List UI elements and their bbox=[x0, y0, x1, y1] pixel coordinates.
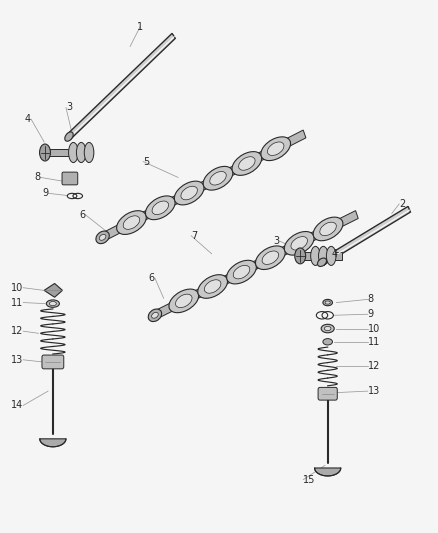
Ellipse shape bbox=[76, 142, 86, 163]
Text: 2: 2 bbox=[398, 199, 405, 209]
Polygon shape bbox=[45, 149, 93, 156]
Ellipse shape bbox=[324, 301, 329, 304]
Text: 11: 11 bbox=[11, 297, 23, 308]
Ellipse shape bbox=[169, 289, 198, 313]
Polygon shape bbox=[300, 252, 341, 260]
Polygon shape bbox=[44, 284, 62, 297]
Ellipse shape bbox=[322, 300, 332, 306]
Text: 3: 3 bbox=[66, 102, 72, 112]
Ellipse shape bbox=[49, 302, 56, 306]
Ellipse shape bbox=[226, 260, 256, 284]
Text: 3: 3 bbox=[273, 236, 279, 246]
Ellipse shape bbox=[117, 211, 146, 235]
FancyBboxPatch shape bbox=[318, 387, 336, 400]
Ellipse shape bbox=[123, 216, 139, 229]
Ellipse shape bbox=[238, 157, 254, 170]
Ellipse shape bbox=[180, 186, 197, 200]
Ellipse shape bbox=[310, 246, 320, 265]
Polygon shape bbox=[67, 34, 175, 139]
Text: 11: 11 bbox=[367, 337, 379, 347]
Ellipse shape bbox=[255, 246, 285, 270]
Polygon shape bbox=[314, 468, 340, 476]
Text: 1: 1 bbox=[137, 22, 143, 32]
Ellipse shape bbox=[209, 172, 226, 185]
Ellipse shape bbox=[203, 166, 232, 190]
Text: 5: 5 bbox=[143, 157, 149, 166]
Text: 12: 12 bbox=[367, 361, 379, 371]
Text: 4: 4 bbox=[331, 249, 337, 259]
Ellipse shape bbox=[84, 142, 94, 163]
Ellipse shape bbox=[318, 246, 327, 265]
Text: 13: 13 bbox=[367, 386, 379, 396]
Ellipse shape bbox=[284, 231, 313, 255]
Polygon shape bbox=[153, 211, 357, 319]
Ellipse shape bbox=[174, 181, 204, 205]
Ellipse shape bbox=[95, 231, 109, 244]
Ellipse shape bbox=[39, 144, 50, 161]
Text: 6: 6 bbox=[79, 209, 85, 220]
Ellipse shape bbox=[325, 246, 335, 265]
Ellipse shape bbox=[65, 132, 73, 141]
Ellipse shape bbox=[233, 265, 249, 279]
Ellipse shape bbox=[152, 201, 168, 215]
FancyBboxPatch shape bbox=[62, 172, 78, 185]
Text: 7: 7 bbox=[191, 231, 197, 241]
Polygon shape bbox=[40, 439, 66, 447]
Ellipse shape bbox=[198, 274, 227, 298]
Text: 9: 9 bbox=[42, 188, 48, 198]
Ellipse shape bbox=[312, 217, 342, 241]
Ellipse shape bbox=[319, 222, 336, 236]
Text: 6: 6 bbox=[148, 273, 155, 283]
Ellipse shape bbox=[145, 196, 175, 220]
Ellipse shape bbox=[260, 137, 290, 160]
Ellipse shape bbox=[261, 251, 278, 264]
Ellipse shape bbox=[204, 280, 220, 293]
Text: 4: 4 bbox=[25, 114, 31, 124]
Ellipse shape bbox=[232, 151, 261, 175]
Text: 14: 14 bbox=[11, 400, 23, 410]
Text: 8: 8 bbox=[35, 172, 41, 182]
Text: 9: 9 bbox=[367, 309, 373, 319]
Text: 12: 12 bbox=[11, 326, 23, 336]
Text: 10: 10 bbox=[11, 282, 23, 293]
Ellipse shape bbox=[290, 237, 307, 250]
Ellipse shape bbox=[322, 338, 332, 345]
Ellipse shape bbox=[68, 142, 78, 163]
Ellipse shape bbox=[99, 235, 106, 240]
FancyBboxPatch shape bbox=[42, 355, 64, 369]
Polygon shape bbox=[101, 130, 305, 241]
Ellipse shape bbox=[175, 294, 192, 308]
Text: 13: 13 bbox=[11, 355, 23, 365]
Ellipse shape bbox=[294, 248, 305, 264]
Polygon shape bbox=[320, 206, 410, 265]
Text: 15: 15 bbox=[303, 475, 315, 484]
Ellipse shape bbox=[317, 258, 326, 266]
Text: 8: 8 bbox=[367, 294, 373, 304]
Ellipse shape bbox=[321, 324, 333, 333]
Ellipse shape bbox=[267, 142, 283, 156]
Ellipse shape bbox=[324, 326, 330, 330]
Ellipse shape bbox=[46, 300, 59, 308]
Ellipse shape bbox=[151, 312, 158, 318]
Ellipse shape bbox=[148, 309, 161, 321]
Text: 10: 10 bbox=[367, 324, 379, 334]
